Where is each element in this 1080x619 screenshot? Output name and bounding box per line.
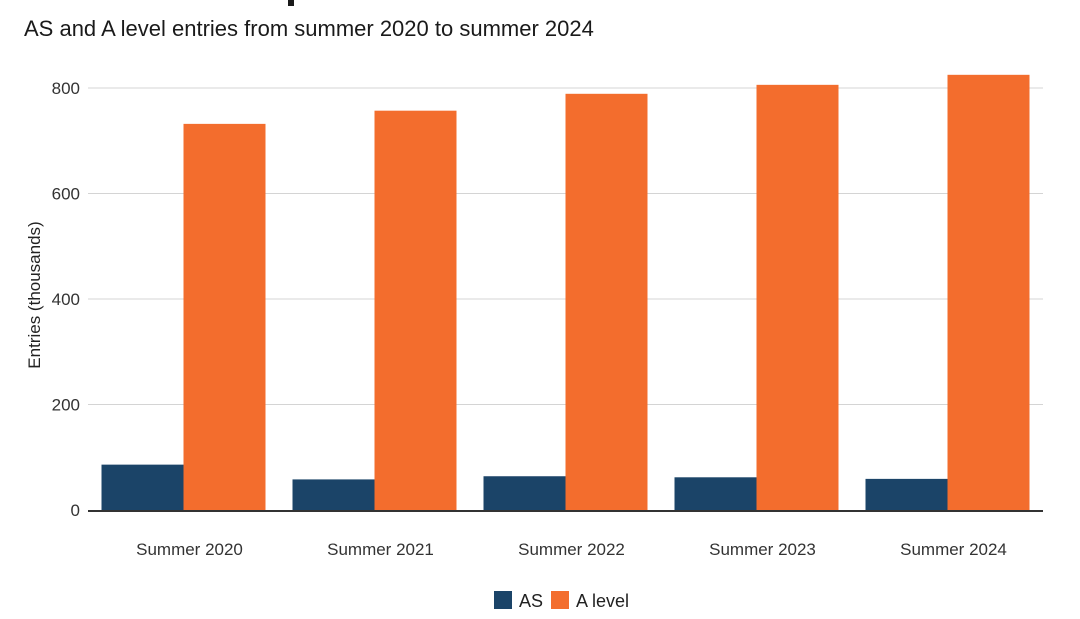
bar-a-level-5 <box>947 74 1030 510</box>
legend: AS A level <box>494 591 629 611</box>
legend-swatch-a-level <box>551 591 569 609</box>
x-tick-label-4: Summer 2023 <box>709 540 816 559</box>
bar-a-level-2 <box>374 110 457 511</box>
x-tick-label-5: Summer 2024 <box>900 540 1007 559</box>
y-tick-label-400: 400 <box>52 290 80 309</box>
bar-as-2 <box>292 479 375 510</box>
chart-title: AS and A level entries from summer 2020 … <box>24 16 594 41</box>
bar-a-level-3 <box>565 93 648 511</box>
y-tick-label-200: 200 <box>52 396 80 415</box>
y-axis-ticks: 0 200 400 600 800 <box>52 79 80 520</box>
x-tick-label-3: Summer 2022 <box>518 540 625 559</box>
legend-swatch-as <box>494 591 512 609</box>
y-tick-label-800: 800 <box>52 79 80 98</box>
legend-label-as: AS <box>519 591 543 611</box>
bar-as-5 <box>865 478 948 510</box>
bar-as-3 <box>483 476 566 510</box>
y-axis-label: Entries (thousands) <box>25 221 44 368</box>
y-tick-label-0: 0 <box>71 501 80 520</box>
x-axis-ticks: Summer 2020 Summer 2021 Summer 2022 Summer … <box>136 540 1007 559</box>
bar-a-level-4 <box>756 84 839 511</box>
legend-label-a-level: A level <box>576 591 629 611</box>
x-tick-label-2: Summer 2021 <box>327 540 434 559</box>
x-tick-label-1: Summer 2020 <box>136 540 243 559</box>
bar-a-level-1 <box>183 123 266 511</box>
bar-as-4 <box>674 477 757 510</box>
y-tick-label-600: 600 <box>52 185 80 204</box>
bars <box>101 74 1030 511</box>
bar-as-1 <box>101 464 184 510</box>
title-fragment-mark <box>288 0 294 6</box>
